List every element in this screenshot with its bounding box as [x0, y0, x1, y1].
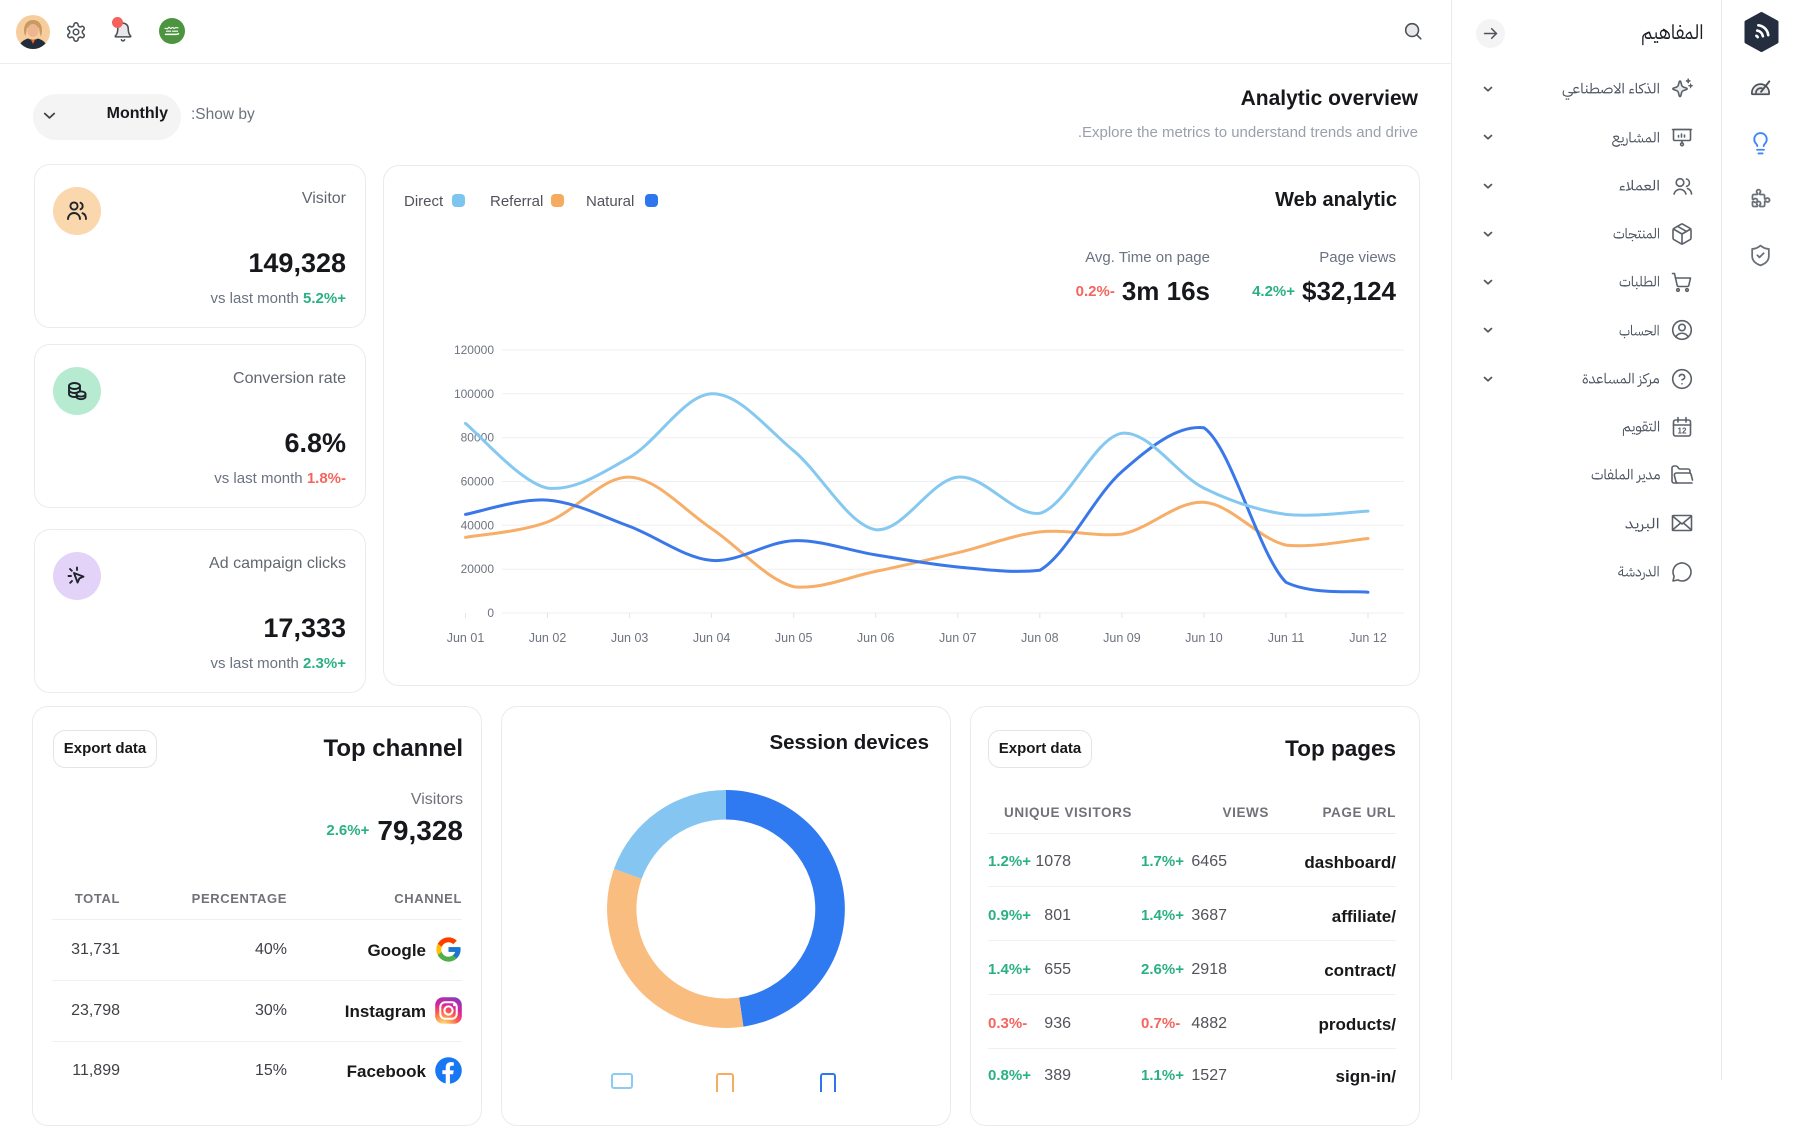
svg-text:120000: 120000 — [454, 343, 494, 357]
svg-text:Jun 04: Jun 04 — [693, 631, 731, 645]
svg-text:Jun 02: Jun 02 — [529, 631, 567, 645]
svg-text:Jun 11: Jun 11 — [1268, 631, 1305, 645]
svg-text:Jun 01: Jun 01 — [447, 631, 485, 645]
svg-text:40000: 40000 — [461, 518, 495, 532]
svg-text:Jun 03: Jun 03 — [611, 631, 649, 645]
svg-text:Jun 12: Jun 12 — [1349, 631, 1387, 645]
svg-text:Jun 05: Jun 05 — [775, 631, 813, 645]
svg-text:Jun 06: Jun 06 — [857, 631, 895, 645]
svg-text:Jun 07: Jun 07 — [939, 631, 977, 645]
svg-text:Jun 10: Jun 10 — [1185, 631, 1223, 645]
svg-text:0: 0 — [487, 606, 494, 620]
svg-text:20000: 20000 — [461, 562, 495, 576]
svg-text:60000: 60000 — [461, 475, 495, 489]
svg-text:12: 12 — [1677, 426, 1686, 435]
svg-text:Jun 09: Jun 09 — [1103, 631, 1141, 645]
svg-text:100000: 100000 — [454, 387, 494, 401]
svg-text:Jun 08: Jun 08 — [1021, 631, 1059, 645]
